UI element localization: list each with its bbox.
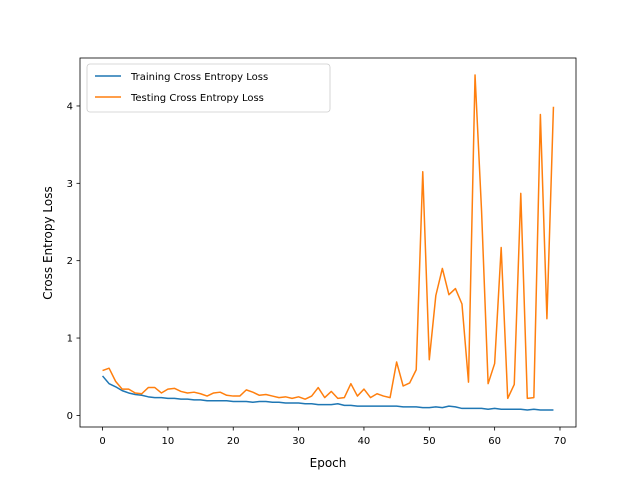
y-tick-label: 3 [67,179,73,190]
x-axis-label: Epoch [310,456,347,470]
series-line-testing [102,74,555,400]
x-tick-label: 10 [162,436,175,447]
y-tick-label: 0 [67,411,73,422]
legend-label-testing: Testing Cross Entropy Loss [130,93,264,104]
y-tick-label: 4 [67,101,73,112]
y-axis-label: Cross Entropy Loss [41,186,55,299]
x-tick-label: 70 [554,436,567,447]
series-line-training [101,375,554,411]
y-tick-label: 1 [67,334,73,345]
legend: Training Cross Entropy Loss Testing Cross… [86,63,331,113]
x-tick-label: 30 [292,436,305,447]
x-tick-label: 60 [488,436,501,447]
axes-frame [79,57,577,428]
x-tick-label: 20 [227,436,240,447]
legend-label-training: Training Cross Entropy Loss [130,72,268,83]
x-tick-label: 0 [99,436,105,447]
x-tick-label: 40 [358,436,371,447]
y-tick-label: 2 [67,256,73,267]
axes: 0 10 20 30 40 50 60 70 0 1 2 3 4 [67,57,577,447]
legend-box [86,63,331,113]
plot-area [101,74,555,411]
x-tick-label: 50 [423,436,436,447]
